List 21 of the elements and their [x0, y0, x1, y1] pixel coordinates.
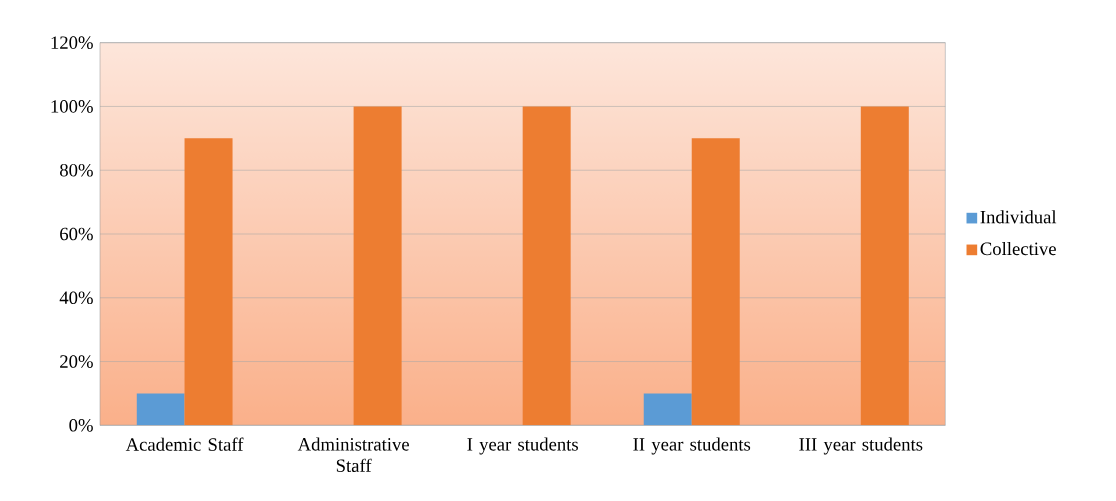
x-tick-label: II year students: [633, 437, 751, 455]
bar: [353, 106, 402, 426]
y-tick-label: 100%: [51, 99, 93, 113]
bar: [184, 138, 233, 426]
x-tick-label: I year students: [467, 437, 578, 455]
x-tick-label: III year students: [799, 437, 923, 455]
bar: [860, 106, 909, 426]
bar: [643, 393, 692, 426]
y-tick-label: 0%: [69, 418, 93, 432]
y-tick-label: 20%: [60, 355, 93, 368]
y-tick-label: 120%: [51, 36, 93, 49]
x-tick-label: Academic Staff: [125, 437, 244, 451]
legend-label: Individual: [980, 210, 1057, 224]
legend-label: Collective: [980, 241, 1056, 255]
bar: [136, 393, 185, 426]
x-tick-label: Administrative Staff: [297, 437, 409, 472]
bar: [522, 106, 571, 426]
bar: [691, 138, 740, 426]
y-tick-label: 60%: [60, 227, 93, 241]
y-tick-label: 40%: [59, 291, 93, 304]
y-tick-label: 80%: [60, 163, 93, 177]
